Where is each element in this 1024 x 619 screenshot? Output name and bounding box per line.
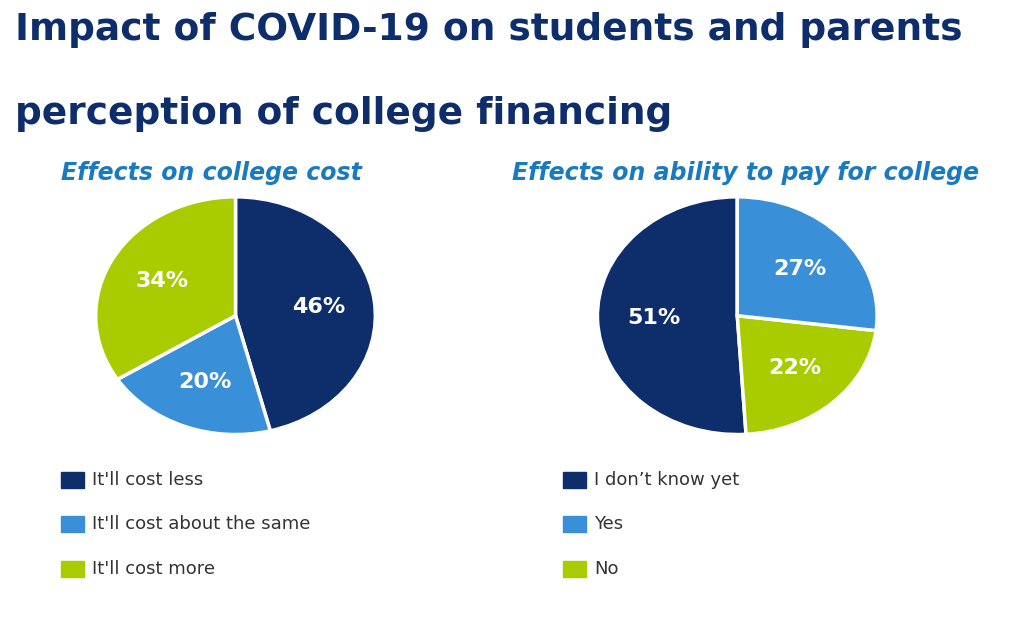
Text: I don’t know yet: I don’t know yet: [594, 470, 739, 489]
Text: Yes: Yes: [594, 515, 623, 534]
Text: 20%: 20%: [178, 372, 231, 392]
Wedge shape: [597, 197, 746, 435]
Wedge shape: [737, 316, 876, 435]
Text: No: No: [594, 560, 618, 578]
Text: Impact of COVID-19 on students and parents: Impact of COVID-19 on students and paren…: [15, 12, 963, 48]
Text: 51%: 51%: [627, 308, 680, 328]
Wedge shape: [737, 197, 878, 331]
Text: Effects on ability to pay for college: Effects on ability to pay for college: [512, 161, 979, 185]
Text: 34%: 34%: [135, 271, 188, 292]
Text: Effects on college cost: Effects on college cost: [61, 161, 362, 185]
Text: It'll cost less: It'll cost less: [92, 470, 204, 489]
Text: It'll cost more: It'll cost more: [92, 560, 215, 578]
Text: 27%: 27%: [773, 259, 826, 279]
Text: perception of college financing: perception of college financing: [15, 96, 673, 132]
Wedge shape: [95, 197, 236, 379]
Text: 22%: 22%: [768, 358, 821, 378]
Text: It'll cost about the same: It'll cost about the same: [92, 515, 310, 534]
Wedge shape: [236, 197, 376, 431]
Wedge shape: [118, 316, 270, 435]
Text: 46%: 46%: [292, 297, 345, 317]
